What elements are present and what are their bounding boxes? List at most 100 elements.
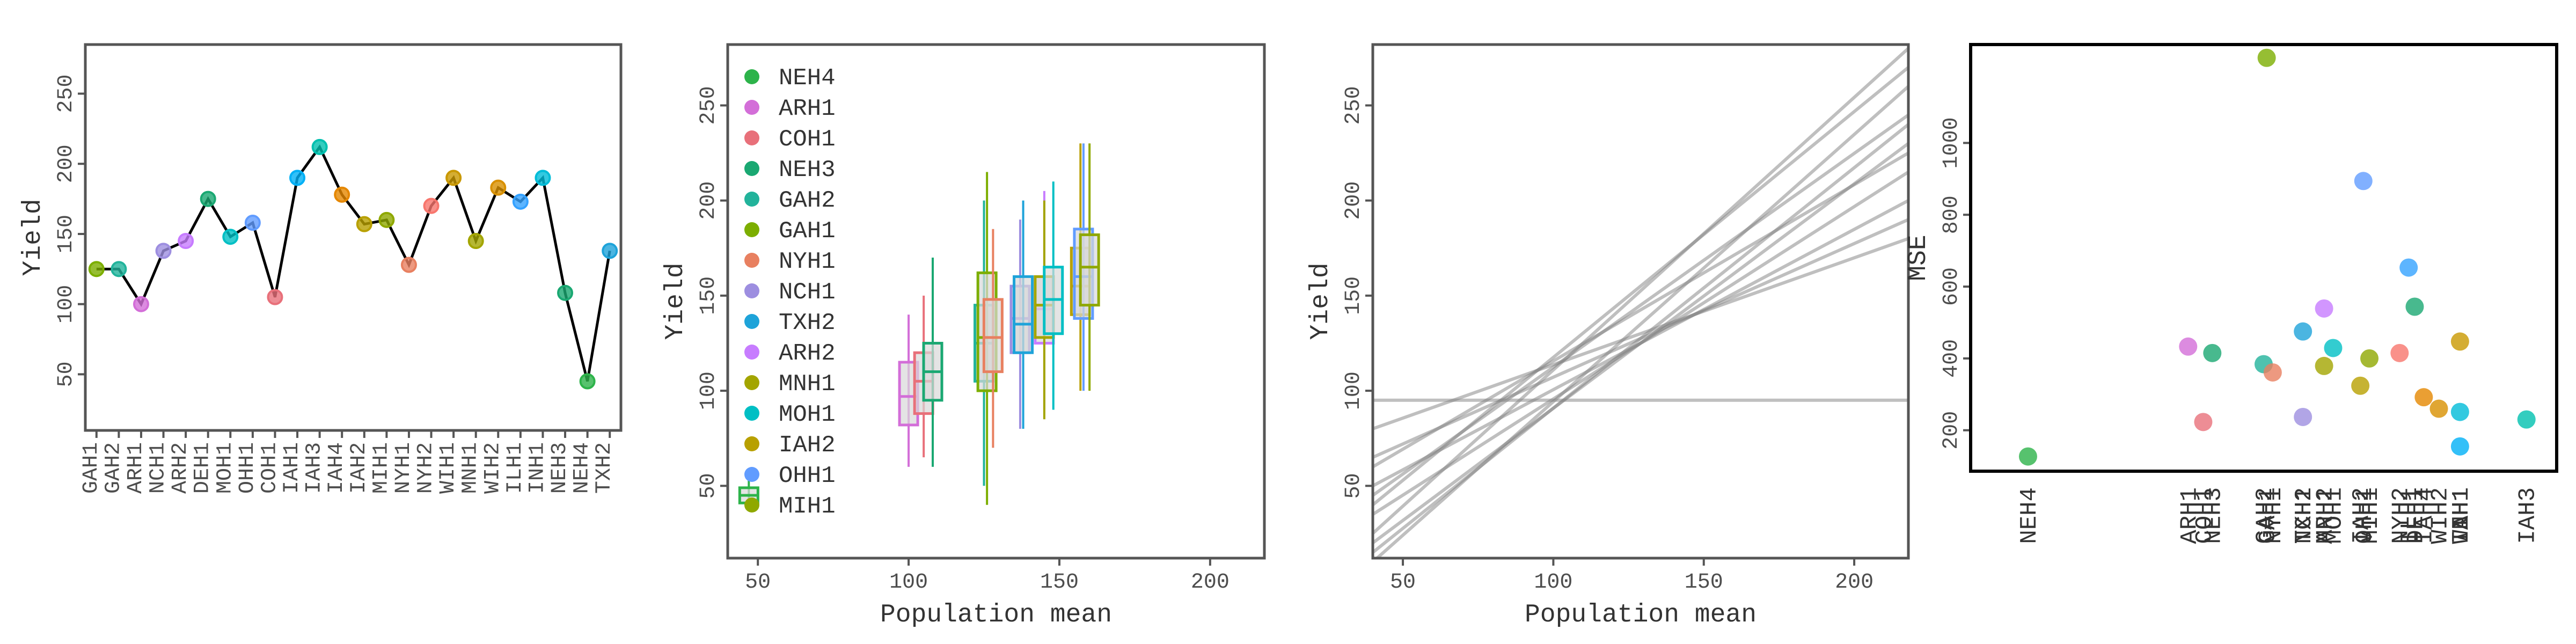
- box: [1079, 233, 1100, 307]
- x-tick-label: IAH3: [2515, 487, 2542, 544]
- legend-marker: [744, 436, 759, 451]
- x-axis-label: Population mean: [1525, 601, 1757, 630]
- mse-point: [2360, 349, 2379, 368]
- mse-point: [2194, 413, 2213, 431]
- legend-label: NYH1: [779, 248, 836, 275]
- y-tick-label: 50: [697, 473, 721, 499]
- x-axis-label: Population mean: [880, 601, 1112, 630]
- x-tick-label: IAH4: [325, 442, 349, 494]
- y-tick-label: 150: [697, 276, 721, 315]
- y-axis-label: Yield: [661, 262, 690, 340]
- x-tick-label: NCH1: [2291, 487, 2318, 544]
- x-tick-label: DEH1: [191, 442, 215, 494]
- env-point: [88, 261, 105, 277]
- mse-point: [2517, 410, 2536, 429]
- legend-marker: [744, 253, 759, 268]
- x-tick-label: IAH1: [2448, 487, 2475, 544]
- x-tick-label: GAH2: [101, 442, 126, 494]
- fit-line: [1373, 47, 1908, 535]
- mse-point: [2399, 258, 2418, 277]
- x-tick-label: INH1: [2448, 487, 2475, 544]
- frame: [726, 43, 1266, 560]
- legend-label: IAH2: [779, 432, 836, 459]
- plot-area: [2018, 48, 2536, 466]
- y-tick-label: 200: [697, 181, 721, 220]
- y-axis-label: Yield: [19, 199, 48, 276]
- legend-label: TXH2: [779, 310, 836, 336]
- env-point: [535, 170, 551, 186]
- y-axis-label: Yield: [1306, 262, 1335, 340]
- legend-label: GAH1: [779, 218, 836, 245]
- legend-label: MOH1: [779, 401, 836, 428]
- env-point: [490, 179, 507, 196]
- mse-point: [2315, 299, 2333, 318]
- y-tick-label: 50: [1342, 473, 1366, 499]
- legend-label: ARH1: [779, 96, 836, 122]
- y-tick-label: 150: [1342, 276, 1366, 315]
- mse-point: [2257, 48, 2276, 67]
- x-tick-label: NYH2: [2388, 487, 2414, 544]
- plot-area: [1373, 47, 1908, 558]
- x-tick-label: GAH2: [2252, 487, 2279, 544]
- x-tick-label: ILH1: [2397, 487, 2424, 544]
- env-point: [222, 229, 239, 245]
- x-tick-label: 50: [745, 570, 771, 595]
- mse-point: [2018, 447, 2037, 466]
- fit-line: [1373, 66, 1908, 507]
- x-tick-label: 100: [1534, 570, 1572, 595]
- x-tick-label: NEH4: [2016, 487, 2043, 544]
- mse-point: [2203, 343, 2222, 362]
- env-point: [155, 243, 172, 259]
- y-tick-label: 250: [1342, 86, 1366, 125]
- panel: NEH4 ARH1 COH1 NEH3 GAH2 GAH1 NYH1 NCH1 TXH2 ARH2…: [661, 43, 1266, 630]
- legend-marker: [744, 406, 759, 421]
- x-tick-label: OHH1: [2352, 487, 2379, 544]
- mse-point: [2294, 322, 2312, 341]
- x-tick-label: NYH2: [414, 442, 438, 494]
- x-tick-label: COH1: [258, 442, 282, 494]
- legend-marker: [744, 192, 759, 207]
- x-tick-label: GAH1: [79, 442, 104, 494]
- legend-marker: [744, 161, 759, 176]
- x-tick-label: OHH1: [236, 442, 260, 494]
- y-tick-label: 1000: [1940, 117, 1964, 169]
- x-tick-label: 150: [1040, 570, 1079, 595]
- x-tick-label: TXH2: [592, 442, 617, 494]
- x-tick-label: MNH1: [2312, 487, 2339, 544]
- mse-point: [2263, 363, 2282, 382]
- x-tick-label: NYH1: [2261, 487, 2288, 544]
- x-tick-label: IAH2: [2348, 487, 2375, 544]
- mse-point: [2405, 297, 2424, 316]
- y-tick-label: 600: [1940, 267, 1964, 306]
- env-point: [467, 233, 484, 250]
- x-tick-label: IAH1: [280, 442, 304, 494]
- y-tick-label: 50: [54, 361, 78, 387]
- x-tick-label: IAH3: [303, 442, 327, 494]
- fit-line: [1374, 85, 1908, 558]
- mean-line: [96, 144, 611, 382]
- legend-marker: [744, 130, 759, 145]
- x-tick-label: WIH1: [2448, 487, 2475, 544]
- legend-marker: [744, 100, 759, 115]
- env-point: [334, 186, 350, 203]
- env-point: [133, 296, 149, 312]
- x-tick-label: NYH1: [392, 442, 416, 494]
- x-tick-label: ARH2: [169, 442, 193, 494]
- legend-label: NCH1: [779, 279, 836, 306]
- y-tick-label: 200: [1342, 181, 1366, 220]
- x-tick-label: WIH1: [436, 442, 460, 494]
- legend-marker: [744, 69, 759, 84]
- mse-point: [2450, 437, 2469, 456]
- x-tick-label: MOH1: [2321, 487, 2348, 544]
- frame: [1371, 43, 1910, 560]
- legend-marker: [744, 283, 759, 298]
- mse-point: [2414, 388, 2433, 407]
- mse-point: [2429, 399, 2448, 418]
- y-tick-label: 250: [54, 75, 78, 113]
- frame: [84, 43, 623, 432]
- y-tick-label: 150: [54, 215, 78, 253]
- x-tick-label: NEH3: [548, 442, 572, 494]
- legend-marker: [744, 314, 759, 329]
- env-point: [423, 197, 440, 214]
